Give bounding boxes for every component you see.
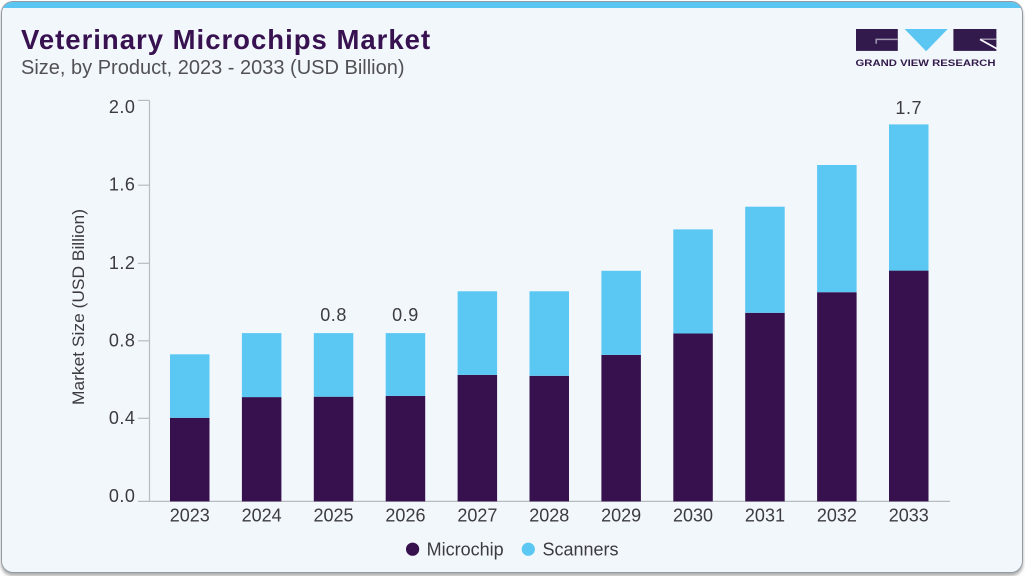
svg-text:0.8: 0.8 [320, 305, 347, 325]
svg-text:Veterinary Microchips Market: Veterinary Microchips Market [21, 24, 431, 55]
svg-text:Scanners: Scanners [543, 540, 619, 560]
svg-text:1.2: 1.2 [109, 253, 136, 273]
svg-text:2.0: 2.0 [109, 97, 136, 117]
svg-text:2028: 2028 [529, 506, 569, 526]
svg-text:2027: 2027 [457, 506, 497, 526]
svg-text:Microchip: Microchip [427, 540, 504, 560]
svg-text:0.8: 0.8 [109, 331, 136, 351]
svg-text:0.4: 0.4 [109, 408, 136, 428]
svg-text:2033: 2033 [889, 506, 929, 526]
svg-text:2025: 2025 [314, 506, 354, 526]
svg-text:0.9: 0.9 [392, 305, 419, 325]
svg-text:2029: 2029 [601, 506, 641, 526]
svg-text:1.6: 1.6 [109, 175, 136, 195]
svg-text:Market Size (USD Billion): Market Size (USD Billion) [69, 209, 88, 405]
svg-text:2031: 2031 [745, 506, 785, 526]
svg-text:2023: 2023 [170, 506, 210, 526]
svg-text:0.0: 0.0 [109, 486, 136, 506]
svg-text:2026: 2026 [385, 506, 425, 526]
svg-text:2032: 2032 [817, 506, 857, 526]
svg-text:2030: 2030 [673, 506, 713, 526]
svg-text:2024: 2024 [242, 506, 282, 526]
svg-text:GRAND VIEW RESEARCH: GRAND VIEW RESEARCH [856, 58, 996, 68]
svg-text:1.7: 1.7 [895, 98, 922, 118]
svg-text:Size, by Product, 2023 - 2033: Size, by Product, 2023 - 2033 (USD Billi… [21, 57, 405, 79]
